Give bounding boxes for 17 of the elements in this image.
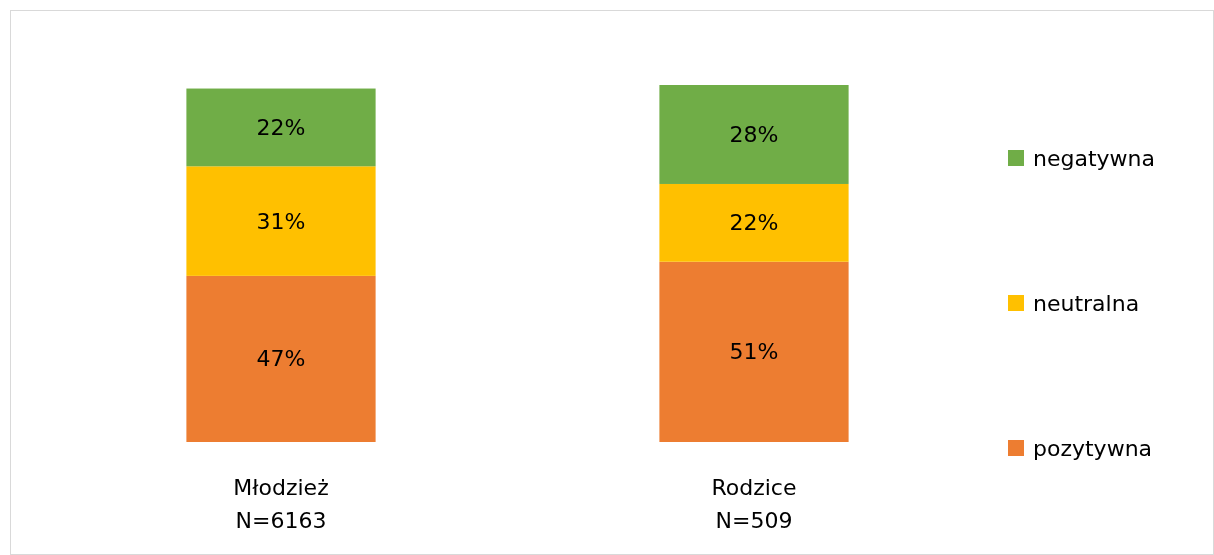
- legend-label: neutralna: [1033, 290, 1140, 316]
- data-label: 47%: [256, 346, 306, 372]
- data-label: 22%: [729, 210, 779, 236]
- bar: [186, 88, 376, 167]
- bar: [659, 183, 849, 262]
- data-label: 28%: [729, 121, 779, 147]
- data-label: 31%: [256, 208, 306, 234]
- x-tick-label: Młodzież N=6163: [233, 474, 329, 533]
- legend-label: negatywna: [1033, 145, 1155, 171]
- data-label: 22%: [256, 114, 306, 140]
- x-tick-label: Rodzice N=509: [711, 474, 797, 533]
- bar: [186, 166, 376, 276]
- legend-label: pozytywna: [1033, 435, 1153, 461]
- bar: [186, 275, 376, 442]
- bar: [659, 261, 849, 442]
- bar: [659, 85, 849, 184]
- data-label: 51%: [729, 339, 779, 365]
